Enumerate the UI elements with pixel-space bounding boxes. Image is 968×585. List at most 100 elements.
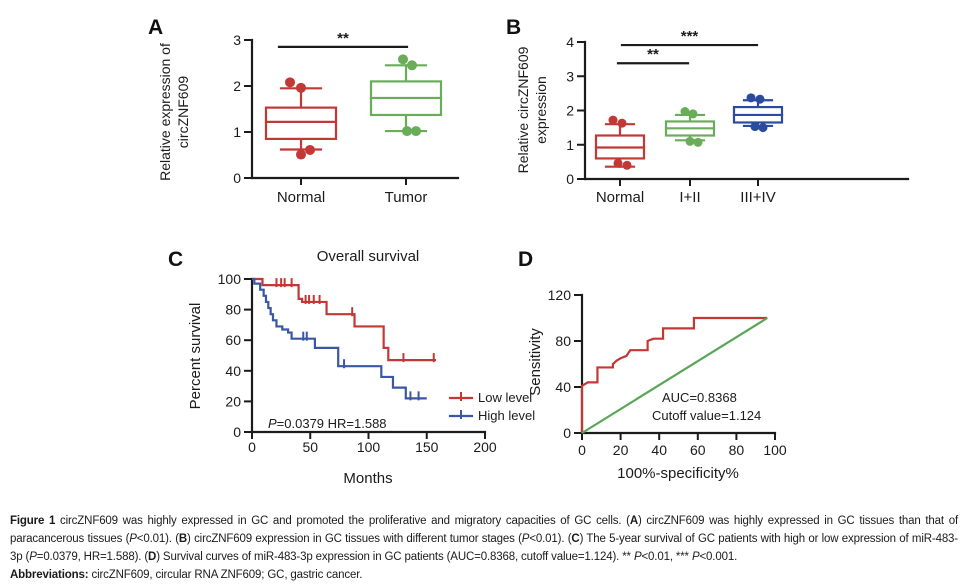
km-curve-low-level	[252, 277, 437, 362]
y-tick-label: 4	[566, 34, 574, 50]
caption-segment: <0.001.	[699, 551, 738, 563]
reference-line	[581, 317, 768, 434]
x-tick-label: 0	[578, 442, 586, 458]
box-normal	[594, 115, 646, 170]
significance-stars: ***	[681, 28, 699, 45]
caption-segment: <0.01). (	[136, 533, 179, 545]
x-tick-label: 100	[763, 442, 787, 458]
panel-a-boxplot: 0 1 2 3 Relative expression of circZNF609 Norm…	[157, 30, 460, 206]
box-rect	[264, 106, 338, 141]
caption-segment: ) circZNF609 was highly expressed in GC …	[10, 515, 958, 545]
x-tick-label: 20	[613, 442, 629, 458]
box-tumor	[369, 54, 443, 137]
data-point	[746, 93, 756, 103]
data-point	[608, 115, 618, 125]
category-label: III+IV	[740, 189, 775, 206]
x-tick-label: 80	[729, 442, 745, 458]
y-tick-label: 3	[233, 32, 241, 48]
panel-d-roc-plot: 0 40 80 120 0 20 40 60 80 100 Sensitivity 100%-spec…	[527, 287, 787, 482]
caption-segment: P	[691, 551, 700, 563]
data-point	[398, 54, 408, 65]
data-point	[296, 82, 306, 93]
y-tick-label: 60	[225, 332, 241, 348]
caption-segment: A	[629, 515, 638, 527]
km-curve-high-level	[252, 277, 427, 400]
y-axis-title: Percent survival	[187, 303, 204, 410]
data-point	[402, 126, 412, 137]
chart-title: Overall survival	[317, 248, 420, 265]
y-tick-label: 0	[233, 170, 241, 186]
x-axis-title: 100%-specificity%	[617, 465, 739, 482]
data-point	[285, 77, 295, 88]
panel-c: C 0 20 40 60 80 100 0 50 100 150 200 Overall surviv…	[160, 244, 562, 500]
significance-stars: **	[647, 46, 659, 63]
x-tick-label: 40	[651, 442, 667, 458]
data-point	[750, 122, 760, 132]
category-label: I+II	[679, 189, 700, 206]
data-point	[685, 136, 695, 146]
y-tick-label: 3	[566, 68, 574, 84]
legend-label: Low level	[478, 390, 532, 405]
data-point	[693, 137, 703, 147]
y-axis-title: circZNF609	[175, 76, 191, 149]
data-point	[305, 144, 315, 155]
significance-stars: **	[337, 30, 349, 47]
panel-a: A 0 1 2 3 Relative expression of circZNF609 No…	[140, 8, 486, 240]
y-tick-label: 80	[225, 302, 241, 318]
y-tick-label: 100	[218, 271, 242, 287]
caption-segment: =0.0379, HR=1.588). (	[36, 551, 149, 563]
y-tick-label: 40	[555, 379, 571, 395]
caption-segment: P	[129, 533, 137, 545]
stats-annotation: P=0.0379 HR=1.588	[268, 416, 387, 431]
y-axis-title: Relative expression of	[157, 43, 173, 181]
y-tick-label: 80	[555, 333, 571, 349]
panel-c-survival-plot: 0 20 40 60 80 100 0 50 100 150 200 Overall survival…	[187, 248, 535, 487]
x-tick-label: 200	[473, 439, 497, 455]
caption-segment: ) Survival curves of miR-483-3p expressi…	[156, 551, 634, 563]
panel-c-letter: C	[168, 248, 184, 271]
caption-segment: B	[178, 533, 188, 545]
y-axis-title: Sensitivity	[527, 328, 544, 396]
caption-segment: circZNF609 was highly expressed in GC an…	[60, 515, 630, 527]
box-i+ii	[664, 107, 716, 147]
data-point	[622, 160, 632, 170]
data-point	[411, 126, 421, 137]
data-point	[296, 149, 306, 160]
category-label: Normal	[277, 189, 325, 206]
caption-segment: D	[148, 551, 157, 563]
y-tick-label: 0	[566, 171, 574, 187]
caption-segment: ) circZNF609 expression in GC tissues wi…	[187, 533, 522, 545]
caption-abbreviations: Abbreviations: circZNF609, circular RNA …	[10, 566, 958, 584]
panel-d: D 0 40 80 120 0 20 40 60 80 100 Sensitivity 100%-sp…	[510, 244, 858, 500]
roc-annotation: Cutoff value=1.124	[652, 408, 761, 423]
y-tick-label: 120	[548, 287, 572, 303]
caption-segment: Abbreviations:	[10, 569, 92, 581]
x-axis-title: Months	[343, 470, 392, 487]
y-tick-label: 20	[225, 393, 241, 409]
data-point	[407, 60, 417, 71]
caption-segment: ) The 5-year survival of GC patients wit…	[10, 533, 958, 563]
box-normal	[264, 77, 338, 160]
data-point	[613, 158, 623, 168]
x-tick-label: 50	[302, 439, 318, 455]
panel-d-letter: D	[518, 248, 534, 271]
y-tick-label: 40	[225, 363, 241, 379]
caption-segment: circZNF609, circular RNA ZNF609; GC, gas…	[91, 569, 363, 581]
caption-segment: Figure 1	[10, 515, 60, 527]
caption-segment: C	[571, 533, 580, 545]
x-tick-label: 0	[248, 439, 256, 455]
data-point	[688, 109, 698, 119]
x-tick-label: 60	[690, 442, 706, 458]
category-label: Normal	[596, 189, 644, 206]
caption-segment: <0.01, ***	[641, 551, 692, 563]
box-iii+iv	[732, 93, 784, 133]
y-tick-label: 1	[566, 137, 574, 153]
data-point	[680, 107, 690, 117]
figure-caption: Figure 1 circZNF609 was highly expressed…	[10, 512, 958, 584]
y-axis-title: expression	[533, 76, 549, 144]
caption-segment: P	[633, 551, 642, 563]
caption-segment: P	[521, 533, 530, 545]
x-tick-label: 150	[415, 439, 439, 455]
panel-a-letter: A	[148, 16, 164, 39]
y-axis-title: Relative circZNF609	[515, 46, 531, 173]
